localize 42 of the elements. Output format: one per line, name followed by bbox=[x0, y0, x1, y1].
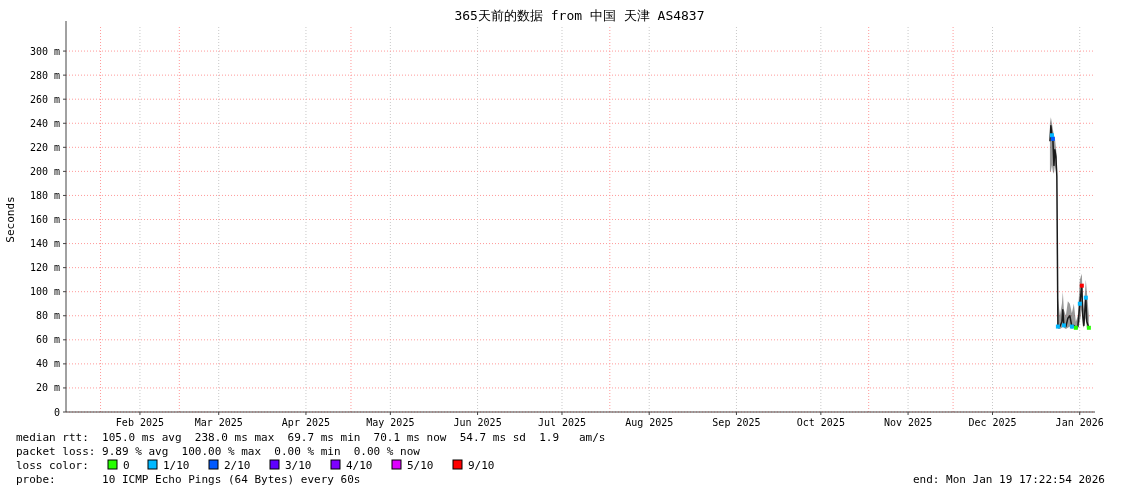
chart-title: 365天前的数据 from 中国 天津 AS4837 bbox=[454, 8, 705, 23]
y-tick-label: 60 m bbox=[35, 334, 60, 346]
x-tick-label: Jul 2025 bbox=[537, 417, 587, 428]
y-tick-label: 220 m bbox=[29, 141, 60, 153]
x-tick-label: Jun 2025 bbox=[453, 417, 502, 428]
y-tick-label: 200 m bbox=[29, 165, 60, 177]
legend-label: 5/10 bbox=[407, 459, 434, 472]
text: end: Mon Jan 19 17:22:54 2026 bbox=[912, 473, 1105, 486]
x-tick-label: Apr 2025 bbox=[281, 417, 331, 428]
legend-label: 4/10 bbox=[346, 459, 373, 472]
x-tick-label: May 2025 bbox=[366, 417, 415, 428]
legend-label: 3/10 bbox=[285, 459, 312, 472]
y-tick-label: 0 bbox=[53, 406, 60, 418]
y-tick-label: 160 m bbox=[29, 214, 60, 225]
legend-label: 0 bbox=[123, 459, 130, 472]
text: probe: 10 ICMP Echo Pings (64 Bytes) every 60s bbox=[16, 473, 361, 486]
y-tick-label: 40 m bbox=[35, 358, 60, 370]
y-tick-label: 180 m bbox=[29, 189, 60, 201]
legend-label: 2/10 bbox=[224, 459, 251, 472]
y-tick-label: 300 m bbox=[29, 45, 60, 57]
y-tick-label: 80 m bbox=[35, 310, 60, 322]
y-tick-label: 120 m bbox=[29, 262, 60, 274]
y-tick-label: 280 m bbox=[29, 69, 60, 81]
x-tick-label: Mar 2025 bbox=[194, 417, 243, 428]
x-tick-label: Sep 2025 bbox=[712, 417, 761, 428]
x-tick-label: Oct 2025 bbox=[796, 417, 845, 428]
legend-title: loss color: bbox=[16, 459, 89, 472]
y-tick-label: 20 m bbox=[35, 382, 60, 394]
x-tick-label: Aug 2025 bbox=[625, 417, 674, 428]
y-tick-label: 140 m bbox=[29, 238, 60, 250]
x-tick-label: Dec 2025 bbox=[968, 417, 1017, 428]
legend-label: 1/10 bbox=[163, 459, 190, 472]
y-tick-label: 100 m bbox=[29, 286, 60, 298]
y-axis-title: Seconds bbox=[4, 196, 17, 243]
legend-label: 9/10 bbox=[468, 459, 495, 472]
text: packet loss: 9.89 % avg 100.00 % max 0.00 % min 0.00 % now bbox=[16, 445, 421, 458]
y-tick-label: 260 m bbox=[29, 93, 60, 105]
x-tick-label: Nov 2025 bbox=[883, 417, 933, 428]
y-tick-label: 240 m bbox=[29, 117, 60, 129]
x-tick-label: Jan 2026 bbox=[1055, 417, 1104, 428]
text: median rtt: 105.0 ms avg 238.0 ms max 69.7 ms min 70.1 ms now 54.7 ms sd 1.9 am/s bbox=[16, 431, 606, 444]
x-tick-label: Feb 2025 bbox=[115, 417, 165, 428]
